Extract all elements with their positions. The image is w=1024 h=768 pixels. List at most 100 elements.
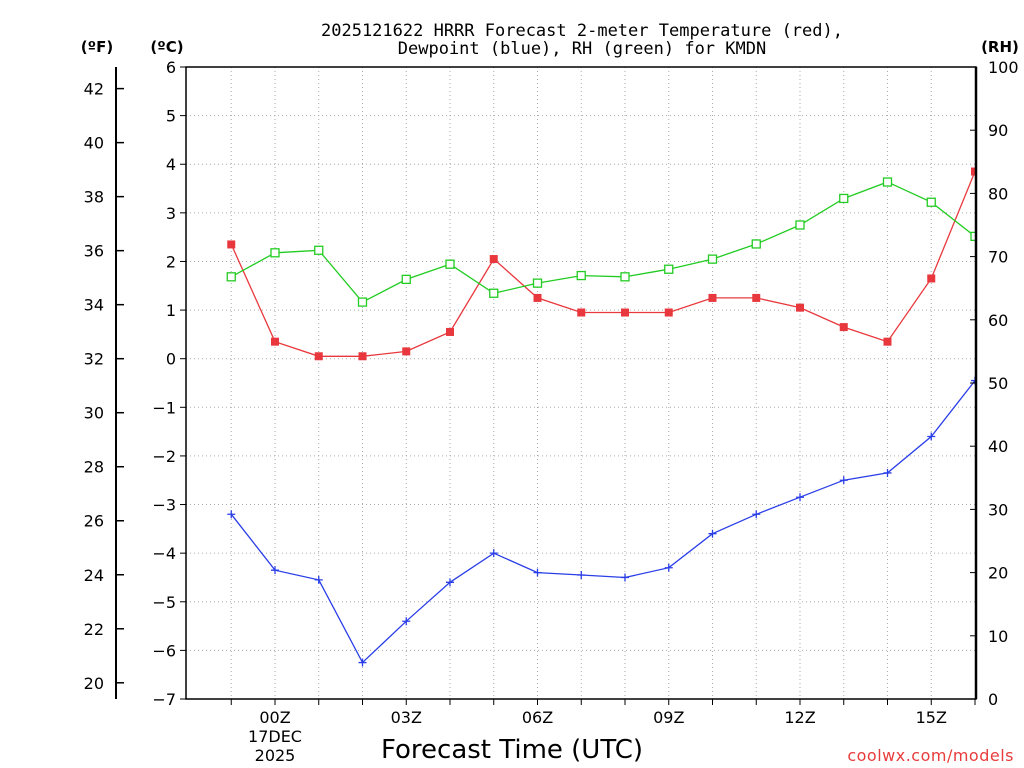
temperature-point bbox=[971, 167, 976, 176]
celsius-tick-label: −5 bbox=[152, 593, 176, 612]
x-tick-year-label: 2025 bbox=[255, 746, 296, 765]
rh-tick-label: 50 bbox=[988, 374, 1008, 393]
rh-point bbox=[707, 254, 718, 264]
fahrenheit-tick-label: 24 bbox=[84, 566, 104, 585]
rh-point bbox=[839, 193, 849, 204]
temperature-line bbox=[230, 168, 976, 357]
fahrenheit-tick-label: 28 bbox=[84, 458, 104, 477]
celsius-tick-label: −2 bbox=[152, 447, 176, 466]
celsius-tick-label: −7 bbox=[152, 690, 176, 709]
dewpoint-point bbox=[927, 432, 936, 441]
rh-point bbox=[226, 272, 236, 282]
temperature-point bbox=[489, 255, 498, 264]
series-dewpoint bbox=[227, 318, 1023, 667]
dewpoint-point bbox=[533, 568, 542, 577]
dewpoint-point bbox=[621, 573, 629, 582]
rh-point bbox=[357, 297, 368, 307]
temperature-point bbox=[533, 293, 542, 302]
credit-text: coolwx.com/models bbox=[847, 746, 1014, 765]
celsius-axis: −7 −6 −5 −4 −3 −2 −1 0 1 2 3 4 5 6 bbox=[152, 58, 186, 709]
dewpoint-point bbox=[271, 566, 279, 575]
dewpoint-point bbox=[358, 658, 367, 667]
celsius-tick-label: 0 bbox=[166, 350, 176, 369]
temperature-point bbox=[708, 293, 717, 302]
fahrenheit-unit-label: (ºF) bbox=[81, 38, 113, 56]
celsius-tick-label: 3 bbox=[166, 204, 176, 223]
temperature-point bbox=[839, 323, 848, 332]
rh-tick-label: 90 bbox=[988, 121, 1008, 140]
temperature-point bbox=[752, 293, 761, 302]
x-tick-label: 00Z bbox=[259, 708, 290, 727]
temperature-point bbox=[402, 347, 411, 356]
fahrenheit-tick-label: 42 bbox=[84, 80, 104, 99]
celsius-tick-label: 4 bbox=[166, 155, 176, 174]
celsius-tick-label: 6 bbox=[166, 58, 176, 77]
rh-tick-label: 70 bbox=[988, 248, 1008, 267]
celsius-unit-label: (ºC) bbox=[150, 38, 183, 56]
celsius-tick-label: −1 bbox=[152, 398, 176, 417]
rh-point bbox=[795, 220, 805, 230]
rh-tick-label: 60 bbox=[988, 311, 1008, 330]
celsius-tick-label: 5 bbox=[166, 107, 176, 126]
temperature-point bbox=[621, 308, 629, 317]
rh-point bbox=[489, 288, 499, 298]
dewpoint-point bbox=[227, 510, 236, 519]
celsius-tick-label: −3 bbox=[152, 496, 176, 515]
temperature-point bbox=[927, 274, 936, 283]
fahrenheit-tick-label: 36 bbox=[84, 242, 104, 261]
x-tick-label: 06Z bbox=[522, 708, 553, 727]
dewpoint-line bbox=[230, 378, 976, 664]
rh-point bbox=[926, 197, 936, 207]
rh-point bbox=[751, 239, 761, 249]
series-rh bbox=[226, 177, 1023, 307]
x-tick-label: 12Z bbox=[784, 708, 815, 727]
x-tick-label: 03Z bbox=[391, 708, 422, 727]
rh-point bbox=[401, 274, 411, 285]
rh-point bbox=[270, 248, 280, 258]
chart-title-line1: 2025121622 HRRR Forecast 2-meter Tempera… bbox=[321, 21, 843, 41]
temperature-point bbox=[227, 240, 236, 249]
rh-point bbox=[445, 259, 455, 269]
dewpoint-point bbox=[664, 563, 673, 572]
rh-point bbox=[664, 264, 674, 274]
temperature-point bbox=[796, 303, 804, 312]
temperature-point bbox=[577, 308, 586, 317]
rh-tick-label: 100 bbox=[988, 58, 1019, 77]
temperature-point bbox=[883, 337, 892, 346]
celsius-tick-label: 2 bbox=[166, 252, 176, 271]
dewpoint-point bbox=[752, 510, 761, 519]
celsius-tick-label: −4 bbox=[152, 544, 176, 563]
rh-tick-label: 10 bbox=[988, 627, 1008, 646]
celsius-tick-label: −6 bbox=[152, 641, 176, 660]
rh-tick-label: 30 bbox=[988, 500, 1008, 519]
temperature-point bbox=[358, 352, 367, 361]
fahrenheit-tick-label: 20 bbox=[84, 674, 104, 693]
x-tick-label: 15Z bbox=[916, 708, 947, 727]
fahrenheit-tick-label: 38 bbox=[84, 188, 104, 207]
fahrenheit-tick-label: 32 bbox=[84, 350, 104, 369]
x-axis-title: Forecast Time (UTC) bbox=[381, 735, 643, 765]
rh-axis: 0 10 20 30 40 50 60 70 80 90 100 bbox=[970, 58, 1019, 709]
series-layer bbox=[226, 95, 1023, 667]
fahrenheit-axis: 20 22 24 26 28 30 32 34 36 38 40 42 bbox=[84, 80, 124, 693]
temperature-point bbox=[446, 327, 454, 336]
dewpoint-point bbox=[1015, 318, 1023, 326]
x-tick-label: 09Z bbox=[653, 708, 684, 727]
dewpoint-point bbox=[839, 476, 848, 485]
temperature-point bbox=[664, 308, 673, 317]
fahrenheit-tick-label: 40 bbox=[84, 134, 104, 153]
rh-tick-label: 80 bbox=[988, 184, 1008, 203]
dewpoint-point bbox=[314, 575, 323, 584]
fahrenheit-tick-label: 22 bbox=[84, 620, 104, 639]
rh-point bbox=[1015, 239, 1023, 247]
celsius-tick-label: 1 bbox=[166, 301, 176, 320]
chart-title-line2: Dewpoint (blue), RH (green) for KMDN bbox=[398, 39, 766, 59]
rh-unit-label: (RH) bbox=[981, 38, 1019, 56]
rh-tick-label: 40 bbox=[988, 437, 1008, 456]
dewpoint-point bbox=[489, 549, 498, 558]
temperature-point bbox=[1015, 95, 1023, 103]
temperature-point bbox=[314, 352, 323, 361]
rh-point bbox=[882, 177, 893, 187]
